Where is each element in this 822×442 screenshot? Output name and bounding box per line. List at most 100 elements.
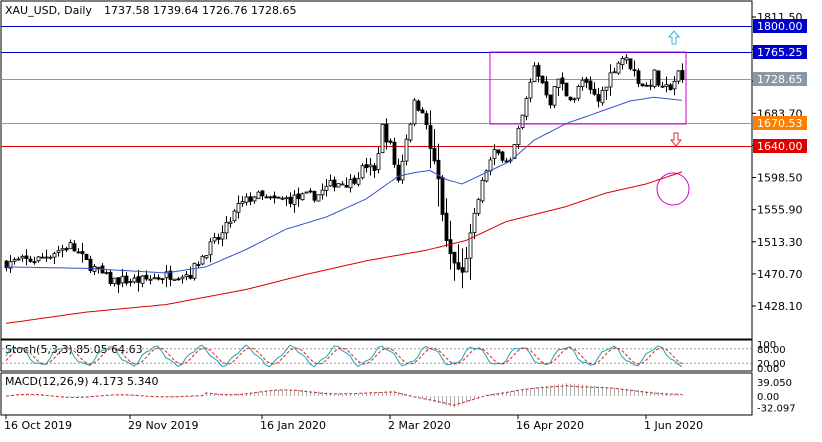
- candle-body-73: [296, 193, 301, 200]
- candle-body-146: [588, 80, 593, 90]
- candle-body-87: [352, 177, 357, 184]
- candle-body-155: [624, 57, 629, 61]
- candle-body-153: [616, 62, 621, 74]
- candle-body-57: [232, 210, 237, 222]
- candle-body-118: [476, 199, 481, 214]
- candle-body-3: [16, 258, 21, 261]
- macd-label: MACD(12,26,9) 4.173 5.340: [5, 375, 159, 388]
- candle-body-101: [408, 123, 413, 141]
- level-tag-bg-2: [753, 72, 807, 86]
- candle-body-117: [472, 212, 477, 234]
- level-tag-bg-3: [753, 116, 807, 130]
- candle-body-59: [240, 201, 245, 204]
- candle-body-142: [572, 98, 577, 101]
- candle-body-164: [660, 85, 665, 88]
- price-plot-layer: [1, 26, 752, 324]
- candle-body-145: [584, 78, 589, 83]
- candle-body-2: [12, 259, 17, 262]
- candle-body-90: [364, 164, 369, 169]
- candle-body-168: [676, 70, 681, 82]
- candle-body-43: [176, 278, 181, 281]
- candle-body-50: [204, 255, 209, 259]
- candle-body-91: [368, 164, 373, 168]
- candle-body-124: [500, 151, 505, 161]
- candle-body-167: [672, 80, 677, 90]
- macd-tick-label-2: -32.097: [757, 404, 796, 415]
- candle-body-12: [52, 253, 57, 258]
- candle-body-135: [544, 81, 549, 96]
- candle-body-48: [196, 264, 201, 267]
- consolidation-box: [489, 51, 687, 125]
- candle-body-10: [44, 256, 49, 259]
- candle-body-134: [540, 75, 545, 84]
- stoch-label: Stoch(5,3,3) 85.05 64.63: [5, 343, 143, 356]
- candle-body-79: [320, 189, 325, 196]
- candle-body-30: [124, 275, 129, 284]
- candle-body-44: [180, 276, 185, 280]
- candle-body-76: [308, 190, 313, 193]
- ma-slow-line: [5, 171, 683, 324]
- candle-body-61: [248, 196, 253, 202]
- candle-body-38: [156, 277, 161, 280]
- candle-body-21: [88, 258, 93, 272]
- candle-body-121: [488, 159, 493, 172]
- candle-body-39: [160, 278, 165, 281]
- x-tick-label-3: 2 Mar 2020: [388, 419, 451, 432]
- candle-body-78: [316, 194, 321, 202]
- stoch-tick-label-3: 0.00: [757, 364, 779, 375]
- candle-body-99: [400, 160, 405, 181]
- candle-body-160: [644, 84, 649, 87]
- candle-body-32: [132, 277, 137, 283]
- candle-body-130: [524, 98, 529, 117]
- candle-body-154: [620, 58, 625, 66]
- candle-body-113: [456, 262, 461, 270]
- candle-body-15: [64, 248, 69, 251]
- candle-body-45: [184, 274, 189, 277]
- candle-body-86: [348, 179, 353, 189]
- candle-body-127: [512, 144, 517, 160]
- level-tag-0: 1800.00: [757, 20, 803, 33]
- candle-body-46: [188, 275, 193, 279]
- candle-body-31: [128, 281, 133, 283]
- candle-body-85: [344, 185, 349, 188]
- candle-body-157: [632, 69, 637, 72]
- candle-body-150: [604, 86, 609, 91]
- macd-tick-label-1: 0.00: [757, 392, 779, 403]
- candle-body-100: [404, 138, 409, 162]
- candle-body-40: [164, 271, 169, 279]
- candle-body-152: [612, 71, 617, 74]
- candle-body-72: [292, 194, 297, 205]
- candle-body-23: [96, 266, 101, 269]
- level-tag-4: 1640.00: [757, 140, 803, 153]
- candle-body-128: [516, 127, 521, 146]
- price-tick-label-9: 1428.10: [757, 300, 803, 313]
- candle-body-111: [448, 239, 453, 255]
- candle-body-133: [536, 64, 541, 77]
- candle-body-7: [32, 261, 37, 264]
- candle-body-131: [528, 81, 533, 99]
- candle-body-4: [20, 255, 25, 259]
- candle-body-5: [24, 255, 29, 259]
- arrow-down-icon: [669, 132, 683, 147]
- level-tag-bg-0: [753, 19, 807, 33]
- candle-body-123: [496, 149, 501, 154]
- candle-body-64: [260, 190, 265, 197]
- macd-plot-layer: 39.050 0.00-32.097: [5, 378, 796, 415]
- candle-body-49: [200, 255, 205, 265]
- candle-body-8: [36, 256, 41, 262]
- candle-body-51: [208, 241, 213, 256]
- x-tick-label-2: 16 Jan 2020: [260, 419, 326, 432]
- candle-body-119: [480, 179, 485, 202]
- stoch-tick-label-1: 80.00: [757, 345, 786, 356]
- candle-body-166: [668, 84, 673, 91]
- stoch-tick-label-0: 100: [757, 340, 776, 351]
- candle-body-169: [680, 70, 685, 80]
- candle-body-84: [340, 183, 345, 186]
- candle-body-143: [576, 85, 581, 99]
- stoch-signal-line: [5, 347, 683, 365]
- candle-body-115: [464, 258, 469, 273]
- candle-body-17: [72, 243, 77, 252]
- macd-tick-label-0: 39.050: [757, 378, 792, 389]
- price-tick-label-8: 1470.70: [757, 268, 803, 281]
- ma-cross-circle: [656, 172, 690, 206]
